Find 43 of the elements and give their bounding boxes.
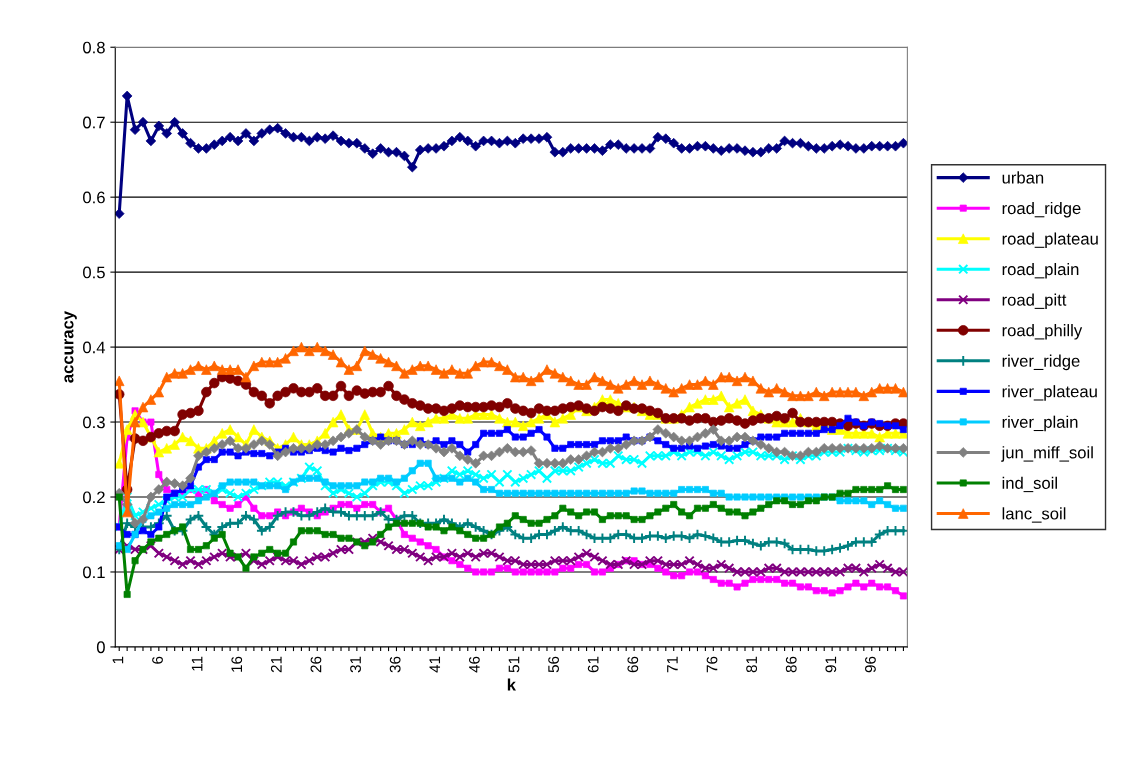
legend-label: urban (1002, 171, 1044, 184)
y-tick-label: 0.1 (83, 566, 105, 579)
x-tick-label: 96 (865, 656, 876, 673)
x-tick-label: 6 (152, 656, 163, 664)
y-tick-label: 0 (96, 641, 105, 654)
legend-label: jun_miff_soil (1001, 446, 1093, 462)
legend-label: river_plateau (1002, 385, 1097, 401)
legend-label: ind_soil (1002, 476, 1057, 493)
y-tick-label: 0.7 (83, 116, 105, 129)
y-tick-label: 0.3 (83, 416, 105, 429)
x-tick-label: 56 (548, 656, 559, 673)
x-tick-label: 86 (785, 656, 797, 673)
x-tick-label: 11 (191, 656, 203, 671)
y-tick-label: 0.2 (83, 491, 105, 504)
x-tick-label: 76 (706, 656, 718, 673)
x-tick-label: 16 (231, 656, 243, 672)
x-tick-label: 51 (508, 656, 520, 673)
x-tick-label: 31 (350, 656, 361, 673)
y-tick-label: 0.4 (83, 341, 106, 354)
x-tick-label: 66 (627, 656, 639, 673)
legend-label: road_plain (1002, 262, 1079, 279)
x-tick-label: 61 (587, 656, 599, 673)
x-tick-label: 91 (825, 656, 837, 673)
x-tick-label: 46 (468, 656, 480, 673)
y-tick-label: 0.5 (83, 266, 105, 279)
legend-label: river_ridge (1002, 354, 1080, 371)
y-tick-label: 0.8 (83, 41, 105, 54)
x-tick-label: 36 (389, 656, 401, 673)
legend-label: lanc_soil (1002, 507, 1066, 523)
y-axis-title: accuracy (64, 311, 77, 383)
x-tick-label: 21 (270, 656, 282, 673)
x-tick-label: 81 (746, 656, 758, 673)
x-tick-label: 1 (112, 656, 124, 664)
x-tick-label: 41 (429, 656, 441, 673)
legend-label: road_plateau (1002, 232, 1098, 248)
legend-label: road_ridge (1002, 201, 1081, 218)
legend-label: river_plain (1002, 415, 1078, 432)
y-tick-label: 0.6 (83, 191, 105, 204)
x-tick-label: 26 (310, 656, 322, 673)
x-tick-label: 71 (667, 656, 678, 673)
legend-label: road_philly (1002, 324, 1083, 340)
legend-label: road_pitt (1002, 293, 1067, 310)
x-axis-title: k (507, 678, 516, 691)
